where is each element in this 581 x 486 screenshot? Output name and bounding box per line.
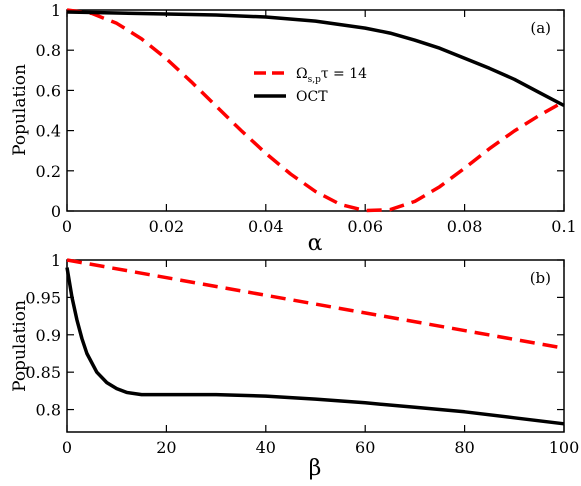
legend-oct-label: OCT [296, 89, 328, 105]
panel-a-series-oct [66, 10, 565, 108]
panel-a-xtick-label: 0.02 [149, 217, 185, 236]
panel-b-frame [66, 259, 565, 433]
panel-b-ytick-label: 0.9 [36, 326, 61, 345]
legend-symbol: Ω [296, 66, 308, 82]
panel-b-ylabel: Population [10, 300, 30, 392]
legend-subscript: s,p [308, 75, 321, 85]
panel-b-xtick-label: 0 [62, 438, 72, 457]
panel-a-frame [66, 9, 565, 212]
panel-a-ylabel: Population [10, 64, 30, 156]
panel-a-xlabel: α [308, 231, 323, 256]
panel-b-series-oct [65, 267, 565, 426]
panel-b-xtick-label: 60 [355, 438, 375, 457]
panel-a-ytick-label: 0.6 [36, 81, 61, 100]
panel-a-series [66, 8, 565, 213]
panel-a-xtick-label: 0.06 [347, 217, 383, 236]
panel-a-series-dashed-red [66, 8, 565, 213]
panel-b-ytick-label: 0.95 [25, 288, 61, 307]
legend-dashed-label: Ωs,pτ = 14 [296, 66, 367, 85]
panel-b-chart: 0 20 40 60 80 100 0.8 0.85 0.9 0.95 1 (b) β Popula… [10, 251, 579, 481]
panel-a-ytick-label: 0.2 [36, 162, 61, 181]
panel-b-xtick-label: 20 [156, 438, 176, 457]
panel-b-ytick-label: 0.8 [36, 401, 61, 420]
panel-b-xtick-label: 80 [454, 438, 474, 457]
panel-a-ytick-label: 0 [51, 202, 61, 221]
panel-b-label: (b) [530, 269, 551, 287]
panel-a-xtick-label: 0.1 [551, 217, 576, 236]
panel-a-legend: Ωs,pτ = 14 OCT [254, 66, 367, 105]
panel-b-series-dashed-red [66, 258, 565, 350]
panel-b-ytick-label: 1 [51, 251, 61, 270]
panel-a-chart: 0 0.02 0.04 0.06 0.08 0.1 0 0.2 0.4 0.6 0.8 1 (a) α… [10, 1, 577, 256]
panel-a-label: (a) [530, 19, 551, 37]
panel-a-ytick-label: 0.4 [36, 122, 61, 141]
panel-b-ytick-label: 0.85 [25, 363, 61, 382]
panel-b-ticks: 0 20 40 60 80 100 0.8 0.85 0.9 0.95 1 [25, 251, 579, 457]
panel-a-xtick-label: 0.04 [248, 217, 284, 236]
panel-a-xtick-label: 0.08 [447, 217, 483, 236]
panel-b-xlabel: β [309, 456, 322, 481]
panel-b-xtick-label: 100 [549, 438, 580, 457]
panel-a-ytick-label: 0.8 [36, 41, 61, 60]
panel-b-series [65, 258, 565, 426]
legend-suffix: τ = 14 [321, 66, 367, 82]
panel-a-ticks: 0 0.02 0.04 0.06 0.08 0.1 0 0.2 0.4 0.6 0.8 1 [36, 1, 577, 236]
panel-a-xtick-label: 0 [62, 217, 72, 236]
panel-b-xtick-label: 40 [256, 438, 276, 457]
panel-a-ytick-label: 1 [51, 1, 61, 20]
